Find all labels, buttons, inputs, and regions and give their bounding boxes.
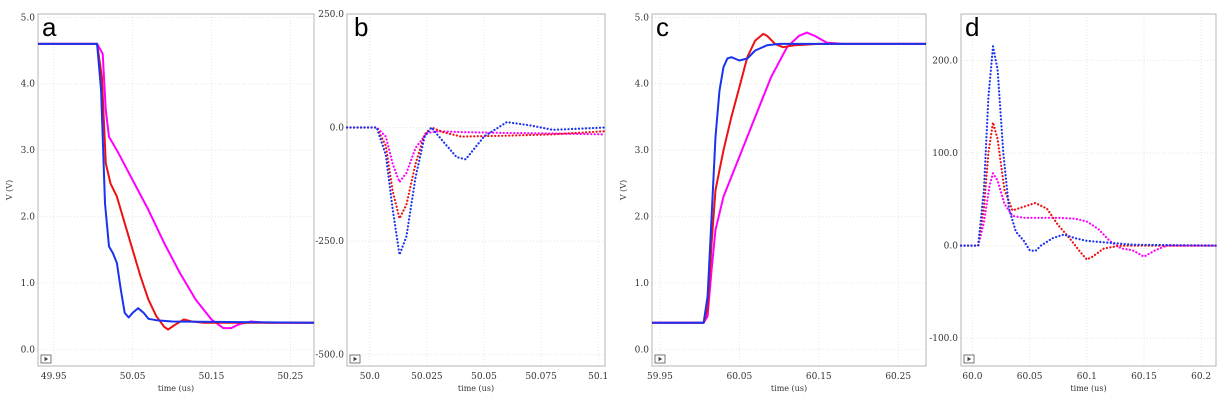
x-axis-label: time (us): [771, 384, 807, 393]
x-tick-label: 50.1: [588, 372, 608, 382]
x-tick-label: 50.05: [120, 372, 146, 382]
y-axis-label: V (V): [5, 180, 14, 201]
panel-d: -100.0 0.0 100.0 200.0 60.0 60.05 60.1 60.15 60.…: [929, 12, 1218, 393]
series-line-3: [652, 42, 926, 324]
y-tick-label: 1.0: [635, 279, 650, 289]
x-axis-label: time (us): [158, 384, 194, 393]
x-tick-label: 50.15: [199, 372, 225, 382]
panel-letter: b: [354, 12, 368, 42]
series-line-2: [38, 42, 314, 331]
x-tick-label: 50.25: [277, 372, 303, 382]
x-tick-label: 60.1: [1077, 372, 1097, 382]
plot-frame: [960, 13, 1217, 367]
panel-letter: a: [42, 12, 57, 42]
y-tick-label: 1.0: [21, 279, 36, 289]
x-tick-label: 50.05: [471, 372, 497, 382]
x-tick-label: 60.0: [962, 372, 982, 382]
x-tick-label: 60.15: [1131, 372, 1157, 382]
y-tick-label: 2.0: [21, 213, 36, 223]
y-tick-label: 5.0: [635, 13, 650, 23]
y-tick-label: 5.0: [21, 13, 36, 23]
y-tick-label: 0.0: [21, 345, 36, 355]
play-button[interactable]: [40, 354, 52, 364]
series-line-2: [345, 126, 607, 220]
play-icon: [967, 356, 972, 362]
y-tick-label: 4.0: [635, 80, 650, 90]
x-tick-label: 60.15: [806, 372, 832, 382]
panel-b: -500.0 -250.0 0.0 250.0 50.0 50.025 50.05 50.07…: [315, 10, 608, 393]
y-tick-label: 3.0: [635, 146, 650, 156]
play-button[interactable]: [654, 354, 666, 364]
y-axis-label: V (V): [619, 180, 628, 201]
y-tick-label: 0.0: [330, 124, 345, 134]
x-tick-label: 60.2: [1191, 372, 1211, 382]
x-tick-label: 50.075: [525, 372, 557, 382]
series-line-3: [345, 121, 607, 256]
y-tick-label: 100.0: [932, 149, 958, 159]
series-line-3: [959, 45, 1218, 253]
play-button[interactable]: [963, 354, 975, 364]
series-line-2: [652, 32, 926, 324]
series-line-1: [652, 31, 926, 324]
y-tick-label: 2.0: [635, 213, 650, 223]
x-tick-label: 49.95: [41, 372, 67, 382]
y-tick-label: -250.0: [315, 237, 344, 247]
x-tick-label: 50.025: [411, 372, 443, 382]
y-tick-label: 3.0: [21, 146, 36, 156]
x-axis-label: time (us): [1070, 384, 1106, 393]
panel-a: 0.0 1.0 2.0 3.0 4.0 5.0 49.95 50.05 50.15 50.25 ti…: [5, 12, 315, 393]
y-tick-label: 4.0: [21, 80, 36, 90]
panel-letter: d: [965, 12, 979, 42]
x-tick-label: 60.05: [726, 372, 752, 382]
play-icon: [353, 356, 358, 362]
series-line-3: [38, 42, 315, 324]
x-axis-label: time (us): [458, 384, 494, 393]
y-tick-label: 0.0: [944, 242, 959, 252]
x-tick-label: 60.05: [1017, 372, 1043, 382]
y-tick-label: -500.0: [315, 351, 344, 361]
plot-frame: [346, 13, 606, 367]
plot-frame: [651, 13, 927, 367]
y-tick-label: -100.0: [929, 334, 958, 344]
x-tick-label: 50.0: [360, 372, 380, 382]
x-tick-label: 60.25: [885, 372, 911, 382]
play-button[interactable]: [349, 354, 361, 364]
play-icon: [44, 356, 49, 362]
panel-letter: c: [656, 12, 669, 42]
series-line-1: [38, 42, 314, 330]
series-line-1: [345, 126, 607, 184]
play-icon: [658, 356, 663, 362]
series-line-1: [959, 172, 1218, 258]
x-tick-label: 59.95: [647, 372, 673, 382]
plot-frame: [37, 13, 315, 367]
panel-c: 0.0 1.0 2.0 3.0 4.0 5.0 59.95 60.05 60.15 60.25 ti…: [619, 12, 927, 393]
y-tick-label: 250.0: [318, 10, 344, 20]
y-tick-label: 0.0: [635, 345, 650, 355]
series-line-2: [959, 121, 1218, 261]
y-tick-label: 200.0: [932, 56, 958, 66]
